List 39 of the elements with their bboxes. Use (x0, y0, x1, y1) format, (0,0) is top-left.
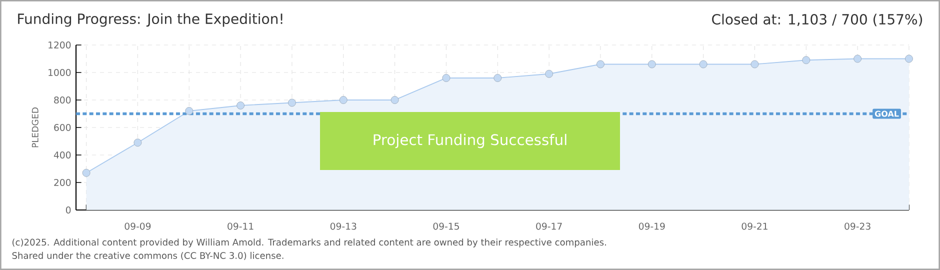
text: Shared under the creative commons (CC BY-NC 3.0) license. (12, 252, 284, 260)
x-tick-label: 09-13 (330, 222, 356, 230)
x-tick-label: 09-19 (638, 222, 665, 230)
x-tick-label: 09-15 (433, 222, 459, 230)
chart-title: Funding Progress: Join the Expedition! (18, 13, 282, 27)
y-tick-label: 1000 (48, 68, 71, 76)
ref-line-label: GOAL (874, 110, 899, 117)
y-tick-label: 600 (54, 124, 71, 132)
text: (c)2025. Additional content provided by William Amold. Trademarks and related content are owned by their respective companies. (12, 238, 606, 248)
y-tick-label: 1200 (48, 41, 71, 49)
point (236, 102, 244, 110)
y-tick-label: 200 (54, 178, 71, 186)
point (288, 98, 296, 107)
point (854, 54, 862, 63)
point (339, 96, 348, 104)
point (596, 60, 604, 68)
point (750, 60, 759, 68)
point (442, 74, 450, 82)
x-tick-label: 09-17 (536, 222, 562, 230)
point (905, 54, 913, 63)
point (185, 107, 194, 115)
point (82, 168, 90, 177)
annotation: Project Funding Successful (374, 134, 566, 148)
point (648, 60, 656, 68)
y-tick-label: 400 (54, 151, 71, 159)
point (390, 96, 399, 104)
point (134, 138, 142, 147)
y-axis-title: PLEDGED (32, 107, 38, 148)
x-tick-label: 09-09 (124, 222, 151, 230)
point (494, 74, 502, 82)
y-tick-label: 800 (54, 96, 71, 104)
point (545, 70, 553, 78)
x-tick-label: 09-23 (844, 222, 870, 230)
point (802, 56, 810, 64)
point (699, 60, 708, 68)
chart-subtitle: Closed at: 1,103 / 700 (157%) (712, 14, 922, 26)
x-tick-label: 09-11 (228, 222, 254, 230)
y-tick-label: 0 (66, 206, 71, 214)
x-tick-label: 09-21 (742, 222, 768, 230)
